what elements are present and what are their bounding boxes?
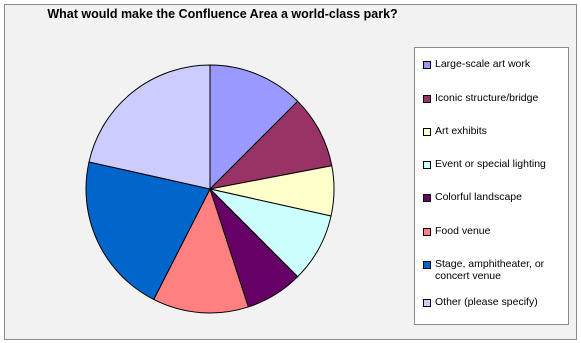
legend-swatch [423, 228, 431, 236]
legend-swatch [423, 128, 431, 136]
legend-swatch [423, 299, 431, 307]
pie-slice-8 [88, 64, 211, 190]
legend-label: Large-scale art work [435, 58, 531, 70]
legend-label: Iconic structure/bridge [435, 92, 539, 104]
pie-slice-6 [153, 187, 249, 314]
legend: Large-scale art work Iconic structure/bri… [414, 47, 569, 325]
legend-item: Event or special lighting [415, 158, 570, 170]
legend-swatch [423, 261, 431, 269]
legend-label: Other (please specify) [435, 296, 538, 308]
legend-label: Event or special lighting [435, 158, 546, 170]
legend-item: Stage, amphitheater, or concert venue [415, 258, 570, 282]
legend-item: Food venue [415, 225, 570, 237]
legend-swatch [423, 95, 431, 103]
legend-item: Art exhibits [415, 125, 570, 137]
chart-title: What would make the Confluence Area a wo… [47, 7, 398, 21]
pie-slice-1 [209, 64, 299, 191]
legend-label: Stage, amphitheater, or concert venue [435, 258, 545, 282]
legend-item: Iconic structure/bridge [415, 92, 570, 104]
legend-swatch [423, 61, 431, 69]
legend-label: Food venue [435, 225, 491, 237]
legend-swatch [423, 161, 431, 169]
pie-slice-7 [85, 161, 211, 301]
legend-item: Colorful landscape [415, 191, 570, 203]
legend-label: Colorful landscape [435, 191, 522, 203]
legend-swatch [423, 194, 431, 202]
legend-item: Large-scale art work [415, 58, 570, 70]
legend-item: Other (please specify) [415, 296, 570, 308]
legend-label: Art exhibits [435, 125, 487, 137]
